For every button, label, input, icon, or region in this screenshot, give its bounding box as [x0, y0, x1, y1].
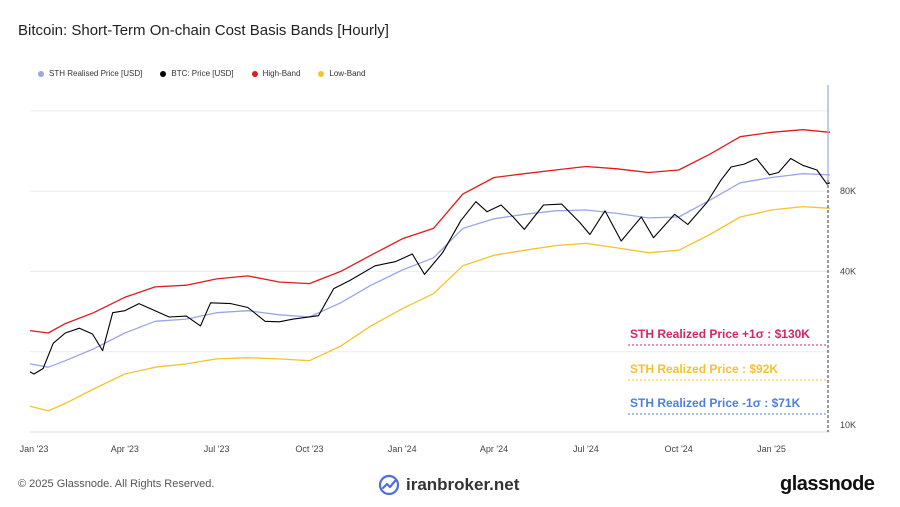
x-tick-label: Jan '23	[20, 444, 49, 454]
series-line-low-band	[29, 205, 831, 412]
grid-lines	[30, 110, 830, 433]
legend-item-btc-price[interactable]: BTC: Price [USD]	[160, 69, 234, 78]
x-tick-label: Jul '23	[204, 444, 230, 454]
copyright-text: © 2025 Glassnode. All Rights Reserved.	[18, 478, 215, 490]
y-tick-label: 80K	[840, 186, 856, 196]
legend-item-low-band[interactable]: Low-Band	[318, 69, 365, 78]
annotation-label: STH Realized Price -1σ : $71K	[630, 396, 801, 410]
x-tick-label: Oct '24	[665, 444, 693, 454]
watermark-text: iranbroker.net	[406, 475, 520, 494]
x-tick-label: Jan '24	[388, 444, 417, 454]
legend-dot-icon	[38, 70, 44, 77]
legend-label: High-Band	[262, 69, 301, 78]
x-tick-label: Jul '24	[573, 444, 599, 454]
x-axis: Jan '23 Apr '23 Jul '23 Oct '23 Jan '24 Apr '…	[20, 444, 786, 454]
y-axis: 80K 40K 10K	[840, 186, 856, 430]
page-title: Bitcoin: Short-Term On-chain Cost Basis …	[18, 22, 389, 39]
legend-dot-icon	[318, 70, 325, 77]
legend-item-high-band[interactable]: High-Band	[251, 69, 301, 78]
series-line-high-band	[29, 129, 831, 334]
watermark: iranbroker.net	[378, 474, 519, 496]
legend-label: STH Realised Price [USD]	[49, 69, 143, 78]
x-tick-label: Apr '24	[480, 444, 508, 454]
legend: STH Realised Price [USD] BTC: Price [USD…	[38, 69, 365, 78]
y-tick-label: 10K	[840, 420, 856, 430]
x-tick-label: Apr '23	[111, 444, 139, 454]
legend-item-sth-realised[interactable]: STH Realised Price [USD]	[38, 69, 142, 78]
series-line-btc-price-usd	[29, 157, 831, 375]
trend-arrow-icon	[378, 474, 400, 496]
annotations: STH Realized Price +1σ : $130K STH Realiz…	[628, 327, 828, 415]
annotation-label: STH Realized Price +1σ : $130K	[630, 327, 810, 341]
annotation-label: STH Realized Price : $92K	[630, 362, 778, 376]
legend-dot-icon	[160, 70, 167, 77]
legend-dot-icon	[251, 70, 258, 77]
x-tick-label: Jan '25	[757, 444, 786, 454]
brand-logo: glassnode	[780, 473, 875, 495]
series-layer	[29, 129, 831, 412]
legend-label: Low-Band	[329, 69, 366, 78]
legend-label: BTC: Price [USD]	[171, 69, 234, 78]
x-tick-label: Oct '23	[295, 444, 323, 454]
y-tick-label: 40K	[840, 266, 856, 276]
